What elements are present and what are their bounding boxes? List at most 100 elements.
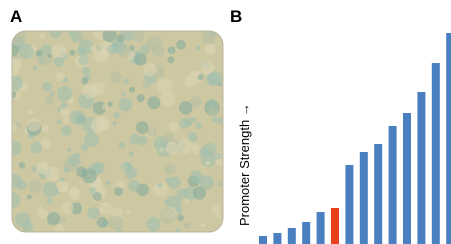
speckle	[61, 126, 71, 136]
bar	[374, 144, 382, 244]
speckle	[102, 104, 108, 110]
bar	[259, 236, 267, 244]
figure: A B Promoter Strength →	[0, 0, 451, 244]
speckle	[19, 162, 25, 168]
speckle	[45, 166, 60, 181]
speckle	[169, 50, 173, 54]
speckle	[9, 76, 23, 90]
speckle	[187, 132, 197, 142]
speckle	[27, 118, 40, 131]
speckle	[129, 87, 135, 93]
bar	[446, 33, 451, 244]
speckle	[207, 98, 216, 107]
speckle	[89, 187, 96, 194]
speckle	[82, 66, 90, 74]
bar	[288, 228, 296, 244]
speckle	[114, 187, 123, 196]
speckle	[179, 101, 192, 114]
speckle	[52, 44, 66, 58]
speckle	[195, 45, 200, 50]
speckle	[28, 109, 33, 114]
speckle	[90, 46, 96, 52]
speckle	[204, 43, 216, 55]
speckle	[121, 28, 134, 41]
speckle	[87, 207, 99, 219]
speckle	[56, 72, 65, 81]
speckle	[63, 117, 69, 123]
speckle	[128, 180, 140, 192]
speckle	[76, 167, 87, 178]
speckle	[57, 86, 72, 101]
speckle	[60, 217, 66, 223]
speckle	[19, 44, 34, 59]
bar	[360, 152, 368, 244]
speckle	[133, 31, 144, 42]
speckle	[64, 167, 69, 172]
speckle	[194, 178, 201, 185]
speckle	[216, 181, 223, 188]
speckle	[67, 148, 71, 152]
speckle	[8, 141, 22, 155]
speckle	[165, 177, 172, 184]
speckle	[159, 147, 164, 152]
speckle	[102, 28, 116, 42]
speckle	[136, 121, 149, 134]
speckle	[121, 162, 132, 173]
speckle	[183, 222, 190, 229]
speckle	[201, 223, 205, 227]
bar	[345, 165, 353, 244]
speckle	[47, 54, 51, 58]
speckle	[160, 208, 175, 223]
speckle	[205, 161, 210, 166]
speckle	[176, 40, 186, 50]
speckle	[46, 197, 53, 204]
speckle	[81, 77, 88, 84]
speckle	[99, 202, 112, 215]
speckle	[118, 44, 131, 57]
speckle	[7, 44, 19, 56]
speckle	[50, 92, 55, 97]
speckle	[167, 56, 174, 63]
speckle	[202, 31, 216, 45]
speckle	[165, 167, 171, 173]
speckle	[129, 151, 134, 156]
speckle	[216, 212, 221, 217]
speckle	[23, 221, 34, 232]
speckle	[157, 78, 173, 94]
speckle	[57, 107, 61, 111]
bar	[273, 233, 281, 244]
speckle	[221, 32, 225, 36]
speckle	[147, 36, 162, 51]
speckle	[136, 50, 141, 55]
speckle	[110, 71, 122, 83]
speckle	[134, 53, 147, 66]
speckle	[164, 200, 168, 204]
panel-label: A	[10, 7, 22, 26]
speckle	[208, 107, 218, 117]
speckle	[108, 102, 113, 107]
speckle	[119, 142, 126, 149]
speckle	[68, 187, 81, 200]
speckle	[47, 212, 60, 225]
panel-label: B	[230, 7, 242, 26]
speckle	[28, 180, 41, 193]
speckle	[43, 182, 58, 197]
speckle	[56, 180, 68, 192]
speckle	[177, 215, 184, 222]
speckle	[168, 121, 178, 131]
speckle	[36, 50, 42, 56]
speckle	[117, 227, 121, 231]
speckle	[123, 78, 129, 84]
speckle	[41, 124, 49, 132]
speckle	[5, 192, 21, 208]
speckle	[37, 207, 44, 214]
speckle	[11, 29, 26, 44]
bar	[302, 222, 310, 244]
speckle	[193, 187, 206, 200]
speckle	[49, 26, 61, 38]
speckle	[83, 83, 98, 98]
speckle	[113, 112, 120, 119]
speckle	[33, 65, 38, 70]
speckle	[195, 122, 202, 129]
speckle	[113, 121, 117, 125]
